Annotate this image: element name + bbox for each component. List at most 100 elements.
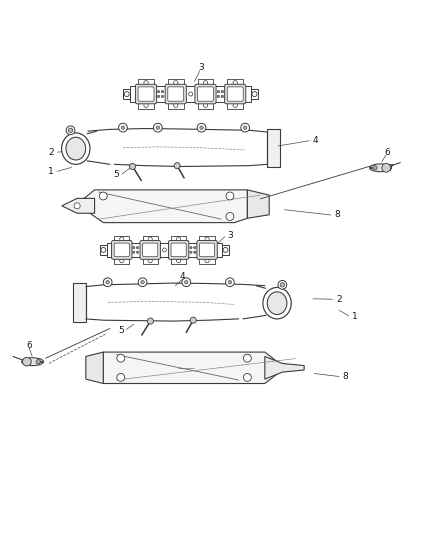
Text: 6: 6	[26, 341, 32, 350]
Polygon shape	[77, 190, 247, 223]
Polygon shape	[222, 245, 229, 255]
Polygon shape	[143, 236, 158, 243]
FancyBboxPatch shape	[198, 87, 213, 101]
FancyBboxPatch shape	[138, 87, 154, 101]
Circle shape	[241, 123, 250, 132]
Circle shape	[244, 374, 251, 381]
Polygon shape	[267, 128, 280, 167]
Circle shape	[278, 280, 287, 289]
Ellipse shape	[66, 138, 85, 160]
Polygon shape	[199, 257, 215, 264]
FancyBboxPatch shape	[197, 240, 217, 260]
Circle shape	[190, 317, 196, 323]
Circle shape	[99, 192, 107, 200]
FancyBboxPatch shape	[171, 243, 186, 257]
Circle shape	[233, 80, 237, 85]
Polygon shape	[86, 352, 103, 384]
Polygon shape	[247, 190, 269, 218]
FancyBboxPatch shape	[195, 84, 216, 104]
FancyBboxPatch shape	[168, 87, 184, 101]
Ellipse shape	[62, 133, 90, 164]
Text: 7: 7	[22, 359, 28, 368]
Circle shape	[226, 192, 234, 200]
Text: 3: 3	[227, 231, 233, 239]
Circle shape	[217, 95, 219, 98]
Polygon shape	[171, 257, 186, 264]
Polygon shape	[103, 352, 283, 384]
Text: 2: 2	[336, 295, 342, 304]
Circle shape	[217, 91, 219, 93]
Circle shape	[200, 126, 203, 130]
Text: 4: 4	[312, 136, 318, 146]
FancyBboxPatch shape	[114, 243, 129, 257]
Circle shape	[194, 251, 196, 253]
Circle shape	[148, 237, 152, 241]
FancyBboxPatch shape	[112, 240, 132, 260]
FancyBboxPatch shape	[140, 240, 160, 260]
Polygon shape	[171, 236, 186, 243]
Polygon shape	[138, 102, 154, 109]
Circle shape	[68, 128, 73, 133]
Circle shape	[121, 126, 125, 130]
Circle shape	[157, 95, 160, 98]
Circle shape	[203, 80, 208, 85]
Circle shape	[119, 123, 127, 132]
Polygon shape	[73, 283, 86, 321]
Circle shape	[177, 259, 181, 263]
Circle shape	[190, 251, 192, 253]
Circle shape	[120, 259, 124, 263]
Circle shape	[130, 164, 136, 169]
Text: 8: 8	[343, 372, 349, 381]
Text: 1: 1	[48, 167, 54, 176]
Circle shape	[173, 103, 178, 108]
Circle shape	[228, 280, 232, 284]
Circle shape	[280, 282, 285, 287]
Circle shape	[136, 251, 139, 253]
Circle shape	[197, 123, 206, 132]
Polygon shape	[123, 89, 131, 99]
Polygon shape	[143, 257, 158, 264]
Polygon shape	[138, 79, 154, 86]
FancyBboxPatch shape	[165, 84, 186, 104]
Polygon shape	[168, 102, 184, 109]
Circle shape	[36, 359, 40, 364]
Circle shape	[244, 354, 251, 362]
Circle shape	[120, 237, 124, 241]
FancyBboxPatch shape	[135, 84, 157, 104]
Polygon shape	[227, 102, 243, 109]
Circle shape	[252, 92, 257, 96]
Text: 4: 4	[179, 272, 185, 281]
Polygon shape	[198, 79, 213, 86]
Circle shape	[144, 80, 148, 85]
Circle shape	[244, 126, 247, 130]
Polygon shape	[114, 236, 129, 243]
Circle shape	[153, 123, 162, 132]
Circle shape	[124, 92, 129, 96]
Circle shape	[182, 278, 191, 287]
Circle shape	[103, 278, 112, 287]
FancyBboxPatch shape	[143, 243, 158, 257]
Circle shape	[148, 318, 153, 324]
FancyBboxPatch shape	[169, 240, 189, 260]
Circle shape	[136, 246, 139, 249]
Circle shape	[184, 280, 188, 284]
Ellipse shape	[21, 358, 43, 366]
Circle shape	[189, 92, 193, 96]
Circle shape	[157, 91, 160, 93]
Text: 1: 1	[352, 312, 358, 321]
Polygon shape	[199, 236, 215, 243]
Ellipse shape	[370, 164, 392, 172]
FancyBboxPatch shape	[225, 84, 246, 104]
Polygon shape	[131, 86, 251, 102]
Circle shape	[138, 278, 147, 287]
Circle shape	[156, 126, 159, 130]
Circle shape	[144, 103, 148, 108]
Circle shape	[233, 103, 237, 108]
Circle shape	[74, 203, 80, 209]
Circle shape	[162, 248, 166, 252]
Circle shape	[226, 278, 234, 287]
Circle shape	[66, 126, 75, 135]
Circle shape	[133, 251, 135, 253]
FancyBboxPatch shape	[227, 87, 243, 101]
Ellipse shape	[263, 287, 291, 319]
